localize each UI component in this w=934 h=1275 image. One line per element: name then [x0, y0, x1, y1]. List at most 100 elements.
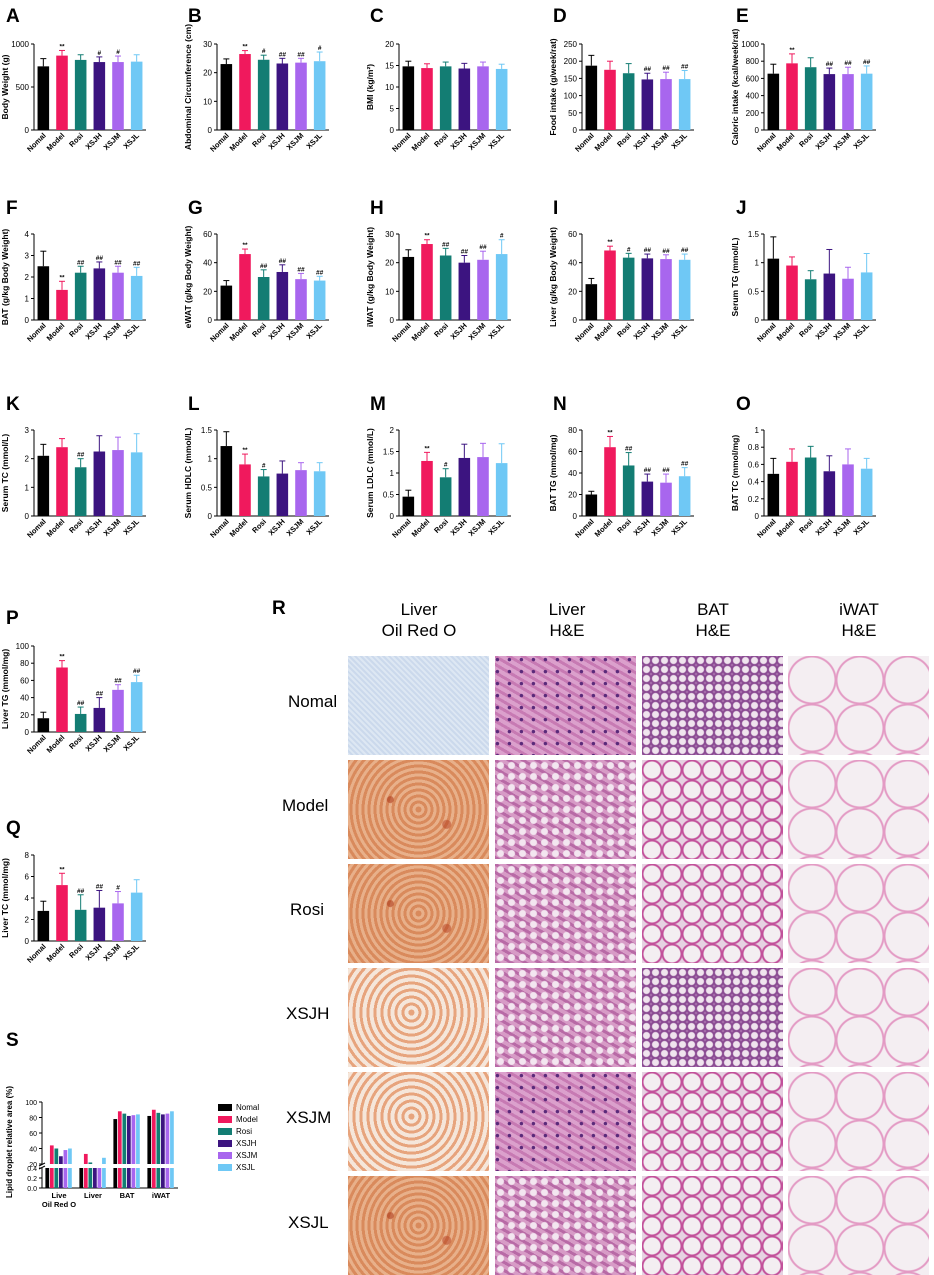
panel-label-B: B — [188, 6, 202, 27]
significance-D-XSJM: ## — [662, 65, 670, 72]
micrograph-xsjl-bat-he — [642, 1176, 783, 1275]
y-tick-label-P: 60 — [20, 676, 29, 685]
category-label-A-Model: Model — [45, 131, 67, 153]
y-tick-label-I: 60 — [568, 230, 577, 239]
bar-A-XSJL — [130, 61, 143, 130]
legend-swatch-XSJL — [218, 1164, 232, 1171]
y-tick-label-O: 1 — [755, 426, 760, 435]
legend-swatch-Nomal — [218, 1104, 232, 1111]
category-label-C-XSJM: XSJM — [467, 131, 488, 152]
significance-G-XSJM: ## — [297, 266, 305, 273]
y-tick-label-C: 0 — [390, 126, 395, 135]
bar-G-Nomal — [220, 285, 233, 320]
bar-O-XSJL — [860, 468, 873, 516]
bar-C-Rosi — [439, 66, 452, 130]
bar-H-XSJH — [458, 262, 471, 320]
bar-S-XSJL — [68, 1148, 72, 1164]
y-tick-label-A: 1000 — [11, 40, 29, 49]
category-label-B-XSJL: XSJL — [304, 131, 324, 151]
group-label-S: Oil Red O — [42, 1200, 76, 1209]
significance-Q-Rosi: ## — [77, 888, 85, 895]
bar-I-XSJL — [678, 259, 691, 320]
category-label-N-XSJL: XSJL — [669, 517, 689, 537]
bar-F-XSJH — [93, 268, 106, 320]
category-label-N-XSJH: XSJH — [632, 517, 652, 537]
micrograph-xsjm-iwat-he — [788, 1072, 929, 1171]
significance-H-XSJH: ## — [461, 249, 469, 256]
category-label-A-XSJL: XSJL — [121, 131, 141, 151]
category-label-K-XSJM: XSJM — [102, 517, 123, 538]
y-tick-label-E: 600 — [746, 74, 760, 83]
significance-P-Rosi: ## — [77, 700, 85, 707]
category-label-L-XSJL: XSJL — [304, 517, 324, 537]
bar-S-Rosi — [54, 1148, 59, 1164]
bar-H-Rosi — [439, 255, 452, 320]
bar-O-Model — [786, 461, 798, 516]
bar-S-lower-XSJL — [102, 1168, 106, 1188]
micrograph-xsjl-liver-he — [495, 1176, 636, 1275]
y-tick-label-L: 0 — [208, 512, 213, 521]
category-label-P-XSJL: XSJL — [121, 733, 141, 753]
significance-I-Model: ** — [607, 239, 613, 246]
bar-A-Nomal — [37, 66, 50, 130]
y-axis-label-I: Liver (g/kg Body Weight) — [548, 227, 558, 327]
bar-J-Model — [786, 265, 798, 320]
group-label-S: BAT — [120, 1191, 135, 1200]
y-tick-label-N: 40 — [568, 469, 577, 478]
bar-S-Model — [49, 1145, 54, 1164]
y-tick-label-O: 0.2 — [748, 495, 760, 504]
category-label-N-Model: Model — [593, 517, 615, 539]
category-label-O-Model: Model — [775, 517, 797, 539]
significance-E-XSJM: ## — [844, 60, 852, 67]
bar-M-XSJM — [477, 457, 489, 516]
category-label-Q-XSJH: XSJH — [84, 942, 104, 962]
bar-P-XSJM — [112, 689, 124, 732]
micrograph-model-bat-he — [642, 760, 783, 859]
legend-swatch-XSJH — [218, 1140, 232, 1147]
significance-N-XSJH: ## — [644, 467, 652, 474]
y-tick-label-N: 20 — [568, 491, 577, 500]
category-label-N-XSJM: XSJM — [650, 517, 671, 538]
significance-P-XSJL: ## — [133, 668, 141, 675]
micrograph-xsjh-iwat-he — [788, 968, 929, 1067]
bar-Q-XSJH — [93, 907, 106, 941]
row-label-xsjl: XSJL — [288, 1213, 329, 1232]
y-axis-label-J: Serum TG (mmol/L) — [730, 237, 740, 316]
y-tick-label-E: 1000 — [741, 40, 759, 49]
bar-C-XSJL — [495, 68, 508, 130]
bar-S-lower-Model — [151, 1168, 156, 1188]
significance-E-XSJH: ## — [826, 61, 834, 68]
y-tick-label-E: 0 — [755, 126, 760, 135]
y-tick-label-D: 100 — [564, 92, 578, 101]
category-label-L-XSJM: XSJM — [285, 517, 306, 538]
column-title-line: H&E — [841, 621, 877, 640]
bar-L-XSJM — [295, 470, 307, 516]
y-tick-label-H: 30 — [385, 230, 394, 239]
y-axis-label-F: BAT (g/kg Body Weight) — [0, 229, 10, 326]
panel-label-F: F — [6, 198, 18, 219]
bar-S-Model — [151, 1109, 156, 1164]
category-label-H-Model: Model — [410, 321, 432, 343]
category-label-B-XSJM: XSJM — [285, 131, 306, 152]
legend-label-Model: Model — [236, 1115, 258, 1124]
significance-A-XSJH: # — [98, 50, 102, 57]
y-axis-label-D: Food intake (g/week/rat) — [548, 38, 558, 135]
y-tick-label-K: 2 — [25, 455, 30, 464]
y-tick-label-E: 800 — [746, 57, 760, 66]
significance-K-Rosi: ## — [77, 452, 85, 459]
category-label-J-XSJM: XSJM — [832, 321, 853, 342]
category-label-K-XSJH: XSJH — [84, 517, 104, 537]
micrograph-xsjm-liver-he — [495, 1072, 636, 1171]
y-tick-label-Q: 4 — [25, 894, 30, 903]
bar-E-Model — [786, 63, 798, 130]
bar-N-Model — [604, 447, 616, 516]
y-tick-label-O: 0.6 — [748, 460, 760, 469]
bar-C-XSJH — [458, 68, 471, 130]
significance-P-XSJM: ## — [114, 678, 122, 685]
bar-S-lower-XSJH — [93, 1168, 97, 1188]
category-label-O-XSJM: XSJM — [832, 517, 853, 538]
bar-L-Model — [239, 464, 251, 516]
micrograph-rosi-iwat-he — [788, 864, 929, 963]
significance-Q-XSJM: # — [116, 885, 120, 892]
category-label-O-XSJL: XSJL — [851, 517, 871, 537]
